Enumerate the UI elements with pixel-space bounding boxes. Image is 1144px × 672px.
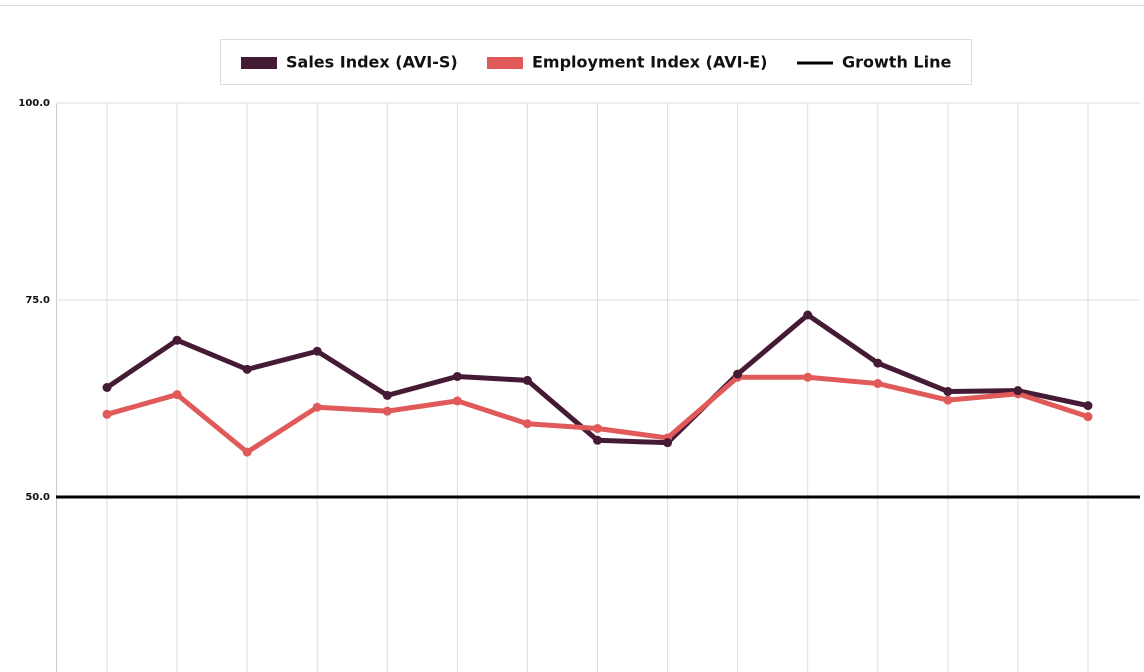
grid: 50.0 75.0 100.0 (18, 98, 1140, 672)
point (102, 409, 112, 419)
point (522, 375, 532, 385)
y-tick-label: 50.0 (25, 492, 50, 503)
point (452, 396, 462, 406)
point (242, 447, 252, 457)
point (873, 358, 883, 368)
point (803, 372, 813, 382)
point (663, 438, 673, 448)
point (943, 386, 953, 396)
point (172, 335, 182, 345)
point (593, 423, 602, 433)
point (1013, 386, 1023, 396)
point (382, 390, 392, 400)
point (382, 406, 392, 416)
legend-label: Employment Index (AVI-E) (532, 53, 767, 72)
point (873, 379, 883, 389)
legend-swatch (797, 61, 833, 65)
point (1083, 401, 1093, 411)
point (312, 346, 322, 356)
legend-box (220, 39, 972, 85)
legend-label: Sales Index (AVI-S) (286, 53, 458, 72)
point (452, 371, 462, 381)
legend-label: Growth Line (842, 53, 951, 72)
legend-swatch (241, 57, 277, 69)
legend-swatch (487, 57, 523, 69)
point (522, 419, 532, 429)
point (803, 310, 813, 320)
legend: Sales Index (AVI-S) Employment Index (AVI… (241, 53, 951, 72)
y-tick-label: 75.0 (25, 295, 50, 306)
point (733, 369, 743, 379)
point (172, 390, 182, 400)
point (593, 435, 602, 445)
plot (56, 310, 1140, 499)
y-tick-label: 100.0 (18, 98, 50, 109)
point (312, 402, 322, 412)
point (242, 364, 252, 374)
point (943, 395, 953, 405)
point (102, 383, 112, 392)
point (1083, 412, 1093, 422)
